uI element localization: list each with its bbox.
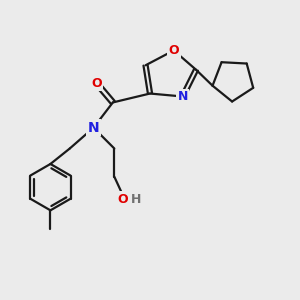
Text: N: N: [178, 90, 188, 103]
Text: H: H: [130, 193, 141, 206]
Text: O: O: [91, 76, 102, 90]
Text: O: O: [117, 193, 128, 206]
Text: N: N: [88, 121, 99, 135]
Text: O: O: [169, 44, 179, 57]
